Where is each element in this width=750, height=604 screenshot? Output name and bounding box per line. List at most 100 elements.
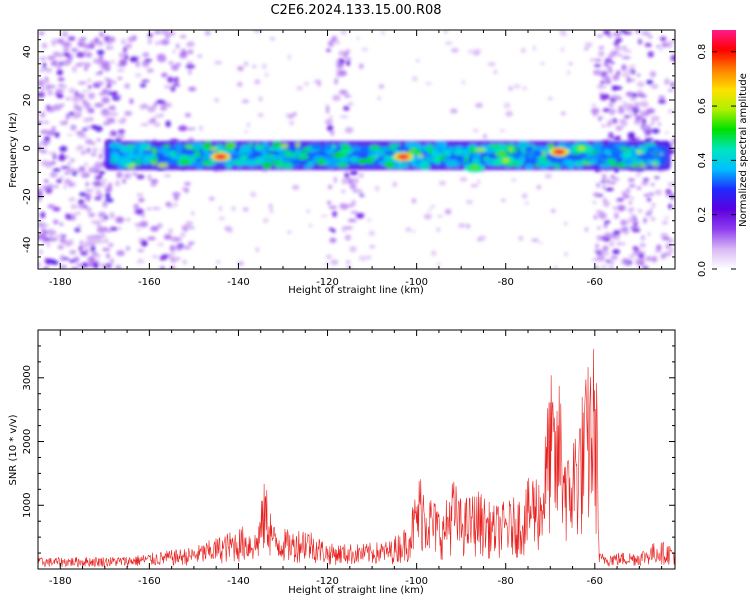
heatmap-speckle bbox=[641, 93, 647, 99]
heatmap-speckle bbox=[666, 41, 673, 48]
heatmap-speckle bbox=[185, 64, 196, 69]
heatmap-speckle bbox=[208, 196, 215, 201]
heatmap-speckle bbox=[75, 130, 85, 136]
heatmap-speckle bbox=[38, 234, 42, 241]
heatmap-speckle bbox=[611, 234, 621, 240]
heatmap-speckle bbox=[343, 94, 352, 98]
snr-background bbox=[38, 330, 675, 569]
heatmap-speckle bbox=[216, 260, 221, 264]
heatmap-speckle bbox=[71, 98, 81, 103]
heatmap-speckle bbox=[632, 92, 638, 98]
heatmap-speckle bbox=[347, 177, 354, 185]
heatmap-peak bbox=[217, 154, 224, 159]
heatmap-speckle bbox=[349, 245, 357, 253]
heatmap-speckle bbox=[141, 79, 150, 83]
heatmap-speckle bbox=[306, 209, 310, 214]
heatmap-speckle bbox=[148, 37, 152, 45]
heatmap-speckle bbox=[68, 259, 77, 263]
heatmap-speckle bbox=[119, 61, 124, 67]
heatmap-band-blob bbox=[527, 151, 536, 160]
heatmap-speckle bbox=[163, 85, 173, 89]
heatmap-speckle bbox=[171, 64, 179, 71]
heatmap-speckle bbox=[84, 189, 94, 193]
heatmap-speckle bbox=[636, 186, 642, 190]
heatmap-speckle bbox=[38, 222, 46, 228]
colorbar-tick-label: 0.6 bbox=[697, 98, 708, 114]
heatmap-speckle bbox=[114, 112, 119, 117]
heatmap-speckle bbox=[510, 178, 517, 182]
heatmap-speckle bbox=[176, 244, 183, 251]
x-tick-label: -120 bbox=[316, 576, 339, 587]
heatmap-speckle bbox=[660, 253, 666, 260]
heatmap-speckle bbox=[82, 89, 90, 93]
heatmap-speckle bbox=[178, 125, 188, 132]
heatmap-speckle bbox=[59, 232, 63, 239]
heatmap-speckle bbox=[61, 30, 69, 38]
heatmap-speckle bbox=[86, 106, 92, 113]
heatmap-speckle bbox=[57, 77, 65, 81]
heatmap-speckle bbox=[650, 216, 656, 222]
heatmap-speckle bbox=[104, 198, 114, 203]
heatmap-speckle bbox=[44, 179, 49, 183]
heatmap-speckle bbox=[344, 172, 350, 179]
heatmap-speckle bbox=[70, 47, 79, 53]
heatmap-speckle bbox=[42, 237, 46, 243]
heatmap-speckle bbox=[326, 48, 331, 52]
heatmap-speckle bbox=[646, 79, 654, 85]
heatmap-speckle bbox=[467, 49, 475, 54]
heatmap-speckle bbox=[70, 158, 75, 163]
heatmap-speckle bbox=[46, 241, 51, 248]
heatmap-speckle bbox=[636, 105, 641, 110]
heatmap-speckle bbox=[65, 113, 71, 120]
heatmap-speckle bbox=[644, 132, 649, 138]
heatmap-band-blob bbox=[469, 146, 476, 154]
heatmap-speckle bbox=[172, 49, 176, 54]
heatmap-speckle bbox=[231, 206, 236, 212]
heatmap-speckle bbox=[155, 114, 161, 119]
heatmap-speckle bbox=[139, 220, 149, 228]
heatmap-speckle bbox=[153, 102, 158, 108]
heatmap-speckle bbox=[361, 47, 368, 52]
heatmap-speckle bbox=[96, 227, 106, 234]
heatmap-speckle bbox=[437, 262, 441, 267]
heatmap-speckle bbox=[596, 34, 604, 38]
heatmap-speckle bbox=[334, 78, 338, 85]
x-tick-label: -100 bbox=[405, 277, 428, 288]
heatmap-speckle bbox=[287, 54, 291, 60]
heatmap-speckle bbox=[465, 200, 474, 205]
heatmap-speckle bbox=[38, 79, 45, 82]
heatmap-speckle bbox=[638, 253, 644, 260]
heatmap-speckle bbox=[136, 227, 141, 231]
heatmap-speckle bbox=[328, 205, 338, 210]
heatmap-speckle bbox=[106, 83, 112, 89]
heatmap-speckle bbox=[150, 182, 156, 187]
heatmap-speckle bbox=[154, 122, 161, 128]
y-tick-label: 40 bbox=[22, 45, 33, 58]
heatmap-speckle bbox=[126, 246, 130, 251]
heatmap-speckle bbox=[663, 216, 670, 219]
heatmap-speckle bbox=[39, 111, 46, 118]
heatmap-speckle bbox=[51, 125, 56, 132]
heatmap-speckle bbox=[621, 56, 631, 60]
heatmap-band-blob bbox=[583, 155, 596, 162]
heatmap-speckle bbox=[627, 178, 635, 182]
y-tick-label: 1000 bbox=[22, 493, 33, 518]
heatmap-band-blob bbox=[327, 157, 340, 164]
heatmap-speckle bbox=[607, 34, 612, 38]
heatmap-speckle bbox=[74, 90, 79, 97]
heatmap-band-blob bbox=[141, 158, 151, 165]
heatmap-band-blob bbox=[524, 163, 534, 169]
heatmap-speckle bbox=[614, 214, 619, 219]
heatmap-speckle bbox=[661, 41, 669, 48]
heatmap-speckle bbox=[668, 203, 672, 210]
heatmap-speckle bbox=[599, 250, 604, 254]
heatmap-band-blob bbox=[209, 146, 218, 152]
heatmap-speckle bbox=[650, 120, 655, 126]
heatmap-speckle bbox=[70, 124, 77, 131]
heatmap-speckle bbox=[601, 75, 611, 80]
heatmap-band-blob bbox=[267, 147, 276, 152]
heatmap-speckle bbox=[41, 42, 48, 49]
heatmap-speckle bbox=[52, 219, 59, 225]
heatmap-speckle bbox=[148, 118, 156, 124]
heatmap-speckle bbox=[646, 255, 652, 262]
